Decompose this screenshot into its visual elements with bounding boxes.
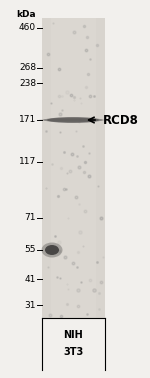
Ellipse shape <box>42 243 63 257</box>
Bar <box>51 18 96 318</box>
Ellipse shape <box>39 118 107 122</box>
Text: RCD8: RCD8 <box>103 113 139 127</box>
Ellipse shape <box>47 117 99 123</box>
Ellipse shape <box>43 118 103 122</box>
Text: 41: 41 <box>25 274 36 284</box>
Text: 460: 460 <box>19 23 36 33</box>
Text: kDa: kDa <box>16 10 36 19</box>
Text: NIH: NIH <box>63 330 83 340</box>
Text: 238: 238 <box>19 79 36 87</box>
Bar <box>42 18 105 318</box>
Ellipse shape <box>45 245 59 255</box>
Text: 268: 268 <box>19 64 36 73</box>
Text: 117: 117 <box>19 158 36 166</box>
Text: 71: 71 <box>24 214 36 223</box>
Text: 3T3: 3T3 <box>63 347 83 357</box>
Text: 171: 171 <box>19 116 36 124</box>
Text: 55: 55 <box>24 245 36 254</box>
Text: 31: 31 <box>24 301 36 310</box>
